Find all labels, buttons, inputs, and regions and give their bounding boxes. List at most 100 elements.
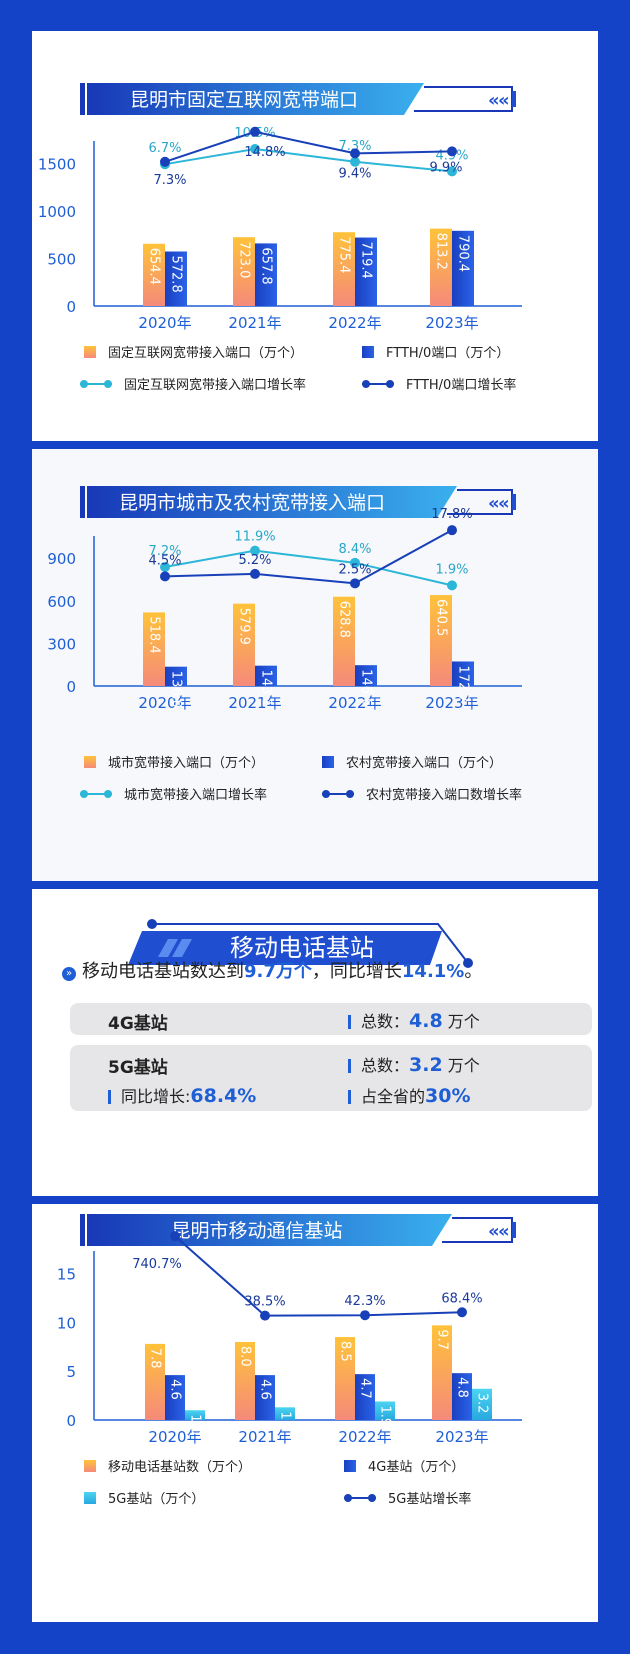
bar-value-label: 7.8: [148, 1348, 163, 1369]
double-chevron-icon: «: [488, 493, 500, 514]
bar-value-label: 143.1: [259, 670, 274, 707]
bar-value-label: 719.4: [359, 242, 374, 279]
growth-line-1: [164, 147, 453, 173]
x-tick-label: 2020年: [138, 694, 191, 712]
legend-dot: [362, 380, 370, 388]
bar-value-label: 654.4: [147, 248, 162, 285]
mobile-title: 移动电话基站: [230, 934, 374, 962]
line-point: [250, 144, 260, 154]
bar-value-label: 579.9: [237, 608, 252, 645]
row-5g: 5G基站 总数：3.2 万个 同比增长:68.4% 占全省的30%: [70, 1045, 592, 1111]
line-point: [350, 156, 360, 167]
title-edge: [80, 83, 85, 115]
bar-1: [335, 1337, 355, 1420]
mobile-base-station-panel: 移动电话基站 » 移动电话基站数达到9.7万个，同比增长14.1%。 4G基站 总…: [32, 889, 598, 1196]
line-point: [160, 156, 170, 167]
bar-1: [333, 232, 355, 306]
title-banner: [87, 486, 457, 518]
line-point: [350, 578, 360, 589]
line-point-label: 8.4%: [338, 542, 371, 557]
bar-2: [355, 237, 377, 306]
title-edge: [80, 1214, 85, 1246]
line-point-label: 7.3%: [153, 173, 186, 188]
row-5g-growth: 同比增长:68.4%: [108, 1083, 256, 1107]
growth-line-1: [174, 1235, 463, 1317]
y-tick-label: 1000: [38, 203, 76, 221]
line-point: [457, 1307, 467, 1318]
legend-label: 农村宽带接入端口数增长率: [366, 787, 522, 803]
bar-2: [255, 1375, 275, 1420]
line-point-label: 5.2%: [238, 553, 271, 568]
line-point: [250, 545, 260, 556]
bar-1: [432, 1325, 452, 1420]
bar-value-label: 4.6: [168, 1379, 183, 1400]
bar-value-label: 640.5: [434, 599, 449, 636]
line-point-label: 740.7%: [132, 1257, 182, 1272]
legend-label: FTTH/0端口增长率: [406, 377, 516, 393]
y-tick-label: 0: [66, 678, 76, 696]
row-4g-label: 4G基站: [108, 1014, 168, 1034]
mobile-comm-station-chart: 昆明市移动通信基站 «« 0 5 10 15 2020年 2021年 2022年 2023年 7.8…: [57, 1214, 522, 1507]
line-point: [350, 557, 360, 568]
legend-label: 城市宽带接入端口增长率: [124, 787, 267, 803]
double-chevron-icon: «: [498, 1221, 510, 1242]
legend-label: 固定互联网宽带接入端口（万个）: [108, 345, 303, 361]
legend-label: FTTH/0端口（万个）: [386, 346, 509, 361]
bar-1: [430, 228, 452, 306]
growth-line-2: [164, 130, 453, 163]
y-tick-label: 1500: [38, 155, 76, 173]
chart-title: 昆明市移动通信基站: [171, 1220, 342, 1242]
bar-2: [255, 243, 277, 306]
line-point-label: 38.5%: [244, 1295, 285, 1310]
legend-swatch: [84, 1492, 96, 1504]
bar-3: [275, 1407, 295, 1420]
row-4g-total: 总数：4.8 万个: [348, 1008, 480, 1032]
line-point: [447, 166, 457, 177]
line-point-label: 9.9%: [429, 160, 462, 175]
bar-value-label: 1.9: [378, 1405, 393, 1426]
bar-2: [165, 666, 187, 686]
legend-dot: [344, 1494, 352, 1502]
line-point-label: 1.9%: [435, 562, 468, 577]
bar-value-label: 8.5: [338, 1341, 353, 1362]
y-tick-label: 0: [66, 298, 76, 316]
legend-label: 城市宽带接入端口（万个）: [108, 755, 264, 771]
bar-2: [165, 1375, 185, 1420]
line-point: [250, 568, 260, 579]
legend-swatch: [84, 1460, 96, 1472]
line-point-label: 7.3%: [338, 139, 371, 154]
bar-1: [333, 596, 355, 686]
bar-value-label: 1.0: [188, 1414, 203, 1435]
line-point-label: 9.4%: [338, 166, 371, 181]
y-tick-label: 500: [47, 250, 76, 268]
urban-rural-broadband-panel: 昆明市城市及农村宽带接入端口 «« 0 300 600 900 2020年 2021年 2022…: [32, 449, 598, 881]
legend-swatch: [84, 756, 96, 768]
legend-dot: [104, 380, 112, 388]
chart-title: 昆明市城市及农村宽带接入端口: [119, 492, 385, 514]
bar-2: [355, 1374, 375, 1420]
bar-1: [233, 237, 255, 306]
mobile-comm-station-panel: 昆明市移动通信基站 «« 0 5 10 15 2020年 2021年 2022年 2023年 7.8…: [32, 1204, 598, 1622]
bar-value-label: 657.8: [259, 247, 274, 284]
bar-value-label: 723.0: [237, 241, 252, 278]
bar-value-label: 172.7: [456, 665, 471, 702]
summary-arrow-icon: »: [62, 967, 76, 981]
legend-dot: [386, 380, 394, 388]
legend-dot: [322, 790, 330, 798]
legend-dot: [80, 790, 88, 798]
line-point-label: 17.8%: [431, 507, 472, 522]
title-tick: [512, 1222, 516, 1238]
line-point: [447, 580, 457, 591]
bar-2: [355, 665, 377, 686]
bar-3: [185, 1410, 205, 1420]
legend-swatch: [362, 346, 374, 358]
line-point-label: 7.2%: [148, 544, 181, 559]
bar-value-label: 628.8: [337, 601, 352, 638]
urban-rural-broadband-chart: 昆明市城市及农村宽带接入端口 «« 0 300 600 900 2020年 2021年 2022…: [47, 486, 522, 803]
bar-3: [375, 1401, 395, 1420]
x-tick-label: 2023年: [425, 694, 478, 712]
bar-value-label: 1.3: [278, 1411, 293, 1432]
line-point-label: 4.5%: [148, 553, 181, 568]
growth-line-1: [164, 549, 453, 587]
title-tick: [512, 494, 516, 510]
